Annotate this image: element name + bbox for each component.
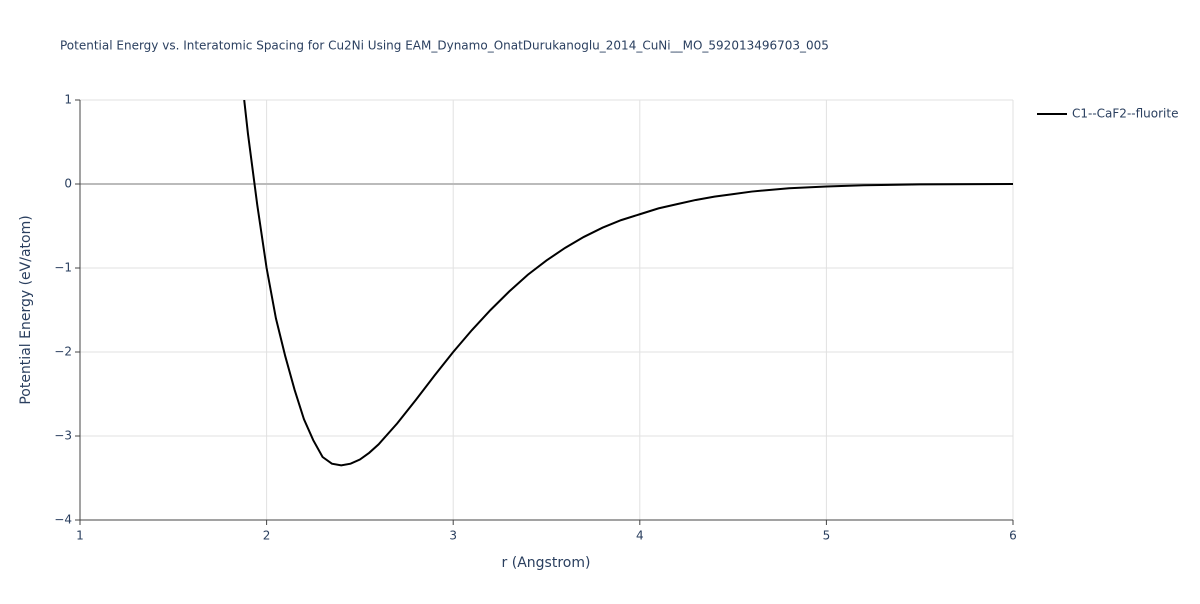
y-tick-label: −1: [54, 261, 72, 275]
y-tick-label: −3: [54, 429, 72, 443]
legend-label: C1--CaF2--fluorite: [1072, 107, 1178, 121]
x-axis-title: r (Angstrom): [502, 555, 591, 571]
chart-title: Potential Energy vs. Interatomic Spacing…: [60, 39, 829, 53]
x-tick-label: 3: [449, 529, 457, 543]
x-tick-label: 5: [823, 529, 831, 543]
x-tick-label: 1: [76, 529, 84, 543]
y-tick-label: 1: [64, 93, 72, 107]
y-tick-label: −4: [54, 513, 72, 527]
x-tick-label: 2: [263, 529, 271, 543]
y-tick-label: −2: [54, 345, 72, 359]
y-tick-label: 0: [64, 177, 72, 191]
x-tick-label: 4: [636, 529, 644, 543]
y-axis-title: Potential Energy (eV/atom): [18, 215, 34, 404]
line-series: [243, 100, 1013, 467]
x-tick-label: 6: [1009, 529, 1017, 543]
